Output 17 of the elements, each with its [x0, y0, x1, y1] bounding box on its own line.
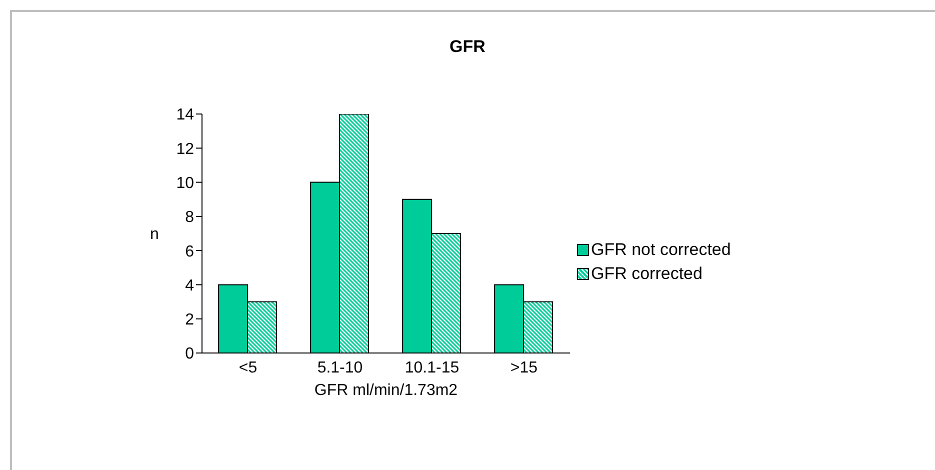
y-tick-label: 14	[176, 106, 194, 124]
y-axis-title: n	[150, 226, 159, 244]
y-tick-label: 2	[185, 312, 194, 329]
y-tick-label: 6	[185, 243, 194, 260]
y-tick-label: 4	[185, 277, 194, 294]
y-tick-label: 12	[176, 140, 194, 158]
x-tick-label: 10.1-15	[404, 359, 460, 376]
chart-title: GFR	[448, 37, 486, 57]
x-tick-label: >15	[510, 359, 538, 376]
y-tick-label: 10	[176, 174, 194, 192]
legend-label: GFR corrected	[591, 264, 702, 284]
y-tick-label: 8	[185, 209, 194, 226]
x-tick-label: <5	[238, 359, 258, 376]
y-tick-label: 0	[185, 346, 194, 363]
x-tick-label: 5.1-10	[317, 359, 363, 376]
legend-label: GFR not corrected	[591, 240, 731, 260]
x-axis-title: GFR ml/min/1.73m2	[314, 382, 458, 399]
